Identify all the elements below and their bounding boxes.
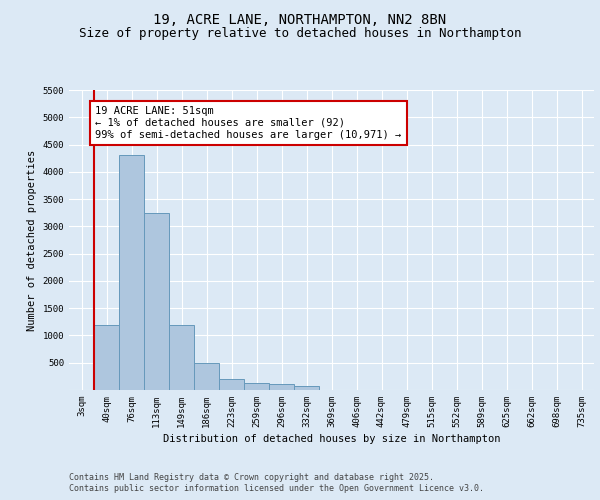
Bar bbox=[269, 384, 294, 390]
Bar bbox=[119, 156, 144, 390]
Text: Contains HM Land Registry data © Crown copyright and database right 2025.: Contains HM Land Registry data © Crown c… bbox=[69, 472, 434, 482]
Bar bbox=[219, 379, 244, 390]
Bar bbox=[244, 383, 269, 390]
Bar bbox=[294, 386, 319, 390]
Bar bbox=[194, 364, 219, 390]
Text: 19, ACRE LANE, NORTHAMPTON, NN2 8BN: 19, ACRE LANE, NORTHAMPTON, NN2 8BN bbox=[154, 12, 446, 26]
Bar bbox=[94, 324, 119, 390]
Bar bbox=[169, 324, 194, 390]
Text: Contains public sector information licensed under the Open Government Licence v3: Contains public sector information licen… bbox=[69, 484, 484, 493]
Text: 19 ACRE LANE: 51sqm
← 1% of detached houses are smaller (92)
99% of semi-detache: 19 ACRE LANE: 51sqm ← 1% of detached hou… bbox=[95, 106, 401, 140]
Text: Size of property relative to detached houses in Northampton: Size of property relative to detached ho… bbox=[79, 28, 521, 40]
X-axis label: Distribution of detached houses by size in Northampton: Distribution of detached houses by size … bbox=[163, 434, 500, 444]
Bar bbox=[144, 212, 169, 390]
Y-axis label: Number of detached properties: Number of detached properties bbox=[27, 150, 37, 330]
